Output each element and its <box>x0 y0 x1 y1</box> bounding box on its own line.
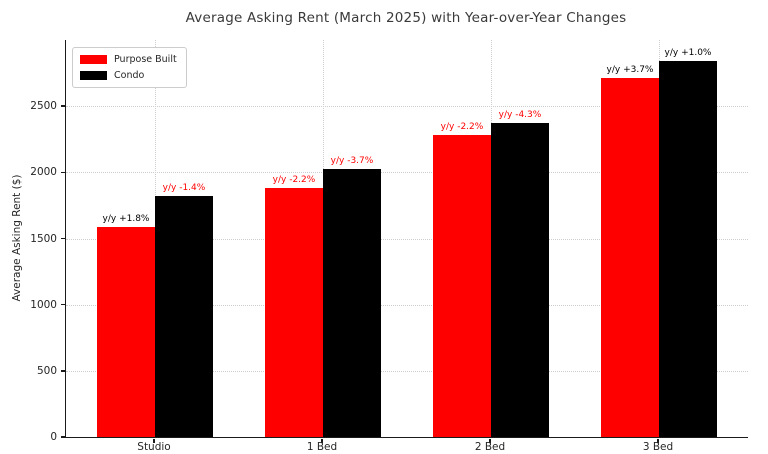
x-tick-label: 3 Bed <box>642 441 674 453</box>
x-tick-mark <box>321 438 323 443</box>
plot-area: Purpose Built Condo y/y +1.8% y/y -2.2% y/y… <box>65 40 748 438</box>
bar-condo-1-bed <box>323 169 381 437</box>
purpose-built-swatch-icon <box>80 55 107 64</box>
yoy-label: y/y -3.7% <box>330 156 374 167</box>
y-tick-mark <box>61 436 65 438</box>
y-tick-label: 1500 <box>30 232 57 245</box>
gridline <box>66 304 748 306</box>
chart-title: Average Asking Rent (March 2025) with Ye… <box>185 10 627 26</box>
bar-condo-2-bed <box>491 122 549 437</box>
x-tick-mark <box>657 438 659 443</box>
gridline <box>66 238 748 240</box>
y-tick-mark <box>61 237 65 240</box>
yoy-label: y/y -1.4% <box>162 183 206 194</box>
yoy-label: y/y -2.2% <box>272 174 316 185</box>
x-tick-label: Studio <box>137 441 171 453</box>
gridline <box>66 370 748 372</box>
y-tick-mark <box>61 171 65 174</box>
y-tick-mark <box>61 303 65 306</box>
x-tick-label: 2 Bed <box>474 441 506 453</box>
legend-item-purpose-built: Purpose Built <box>80 54 177 65</box>
bar-purpose-built-studio <box>97 226 155 437</box>
legend-label: Condo <box>114 70 145 81</box>
y-tick-label: 2500 <box>30 100 57 113</box>
yoy-label: y/y -2.2% <box>440 122 484 133</box>
gridline <box>66 172 748 174</box>
y-tick-label: 0 <box>50 431 57 443</box>
yoy-label: y/y +1.8% <box>102 213 150 224</box>
x-tick-label: 1 Bed <box>306 441 338 453</box>
yoy-label: y/y -4.3% <box>498 109 542 120</box>
condo-swatch-icon <box>80 71 107 80</box>
y-tick-label: 2000 <box>30 166 57 179</box>
yoy-label: y/y +3.7% <box>606 65 654 76</box>
y-tick-label: 1000 <box>30 298 57 311</box>
bar-condo-studio <box>155 196 213 437</box>
y-tick-mark <box>61 105 65 107</box>
bar-purpose-built-1-bed <box>265 187 323 437</box>
bar-purpose-built-3-bed <box>601 78 659 437</box>
x-tick-mark <box>489 438 491 443</box>
bar-condo-3-bed <box>659 61 717 437</box>
y-tick-label: 500 <box>36 364 57 377</box>
bar-purpose-built-2-bed <box>433 135 491 437</box>
y-tick-mark <box>61 370 65 372</box>
yoy-label: y/y +1.0% <box>664 48 712 59</box>
legend-label: Purpose Built <box>114 54 177 65</box>
legend-item-condo: Condo <box>80 70 177 81</box>
legend: Purpose Built Condo <box>72 47 187 88</box>
x-tick-mark <box>153 438 155 443</box>
gridline <box>66 106 748 108</box>
